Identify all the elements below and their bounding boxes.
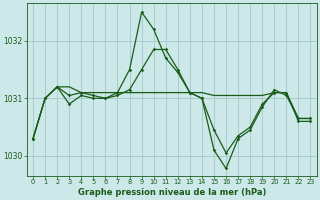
X-axis label: Graphe pression niveau de la mer (hPa): Graphe pression niveau de la mer (hPa) <box>77 188 266 197</box>
